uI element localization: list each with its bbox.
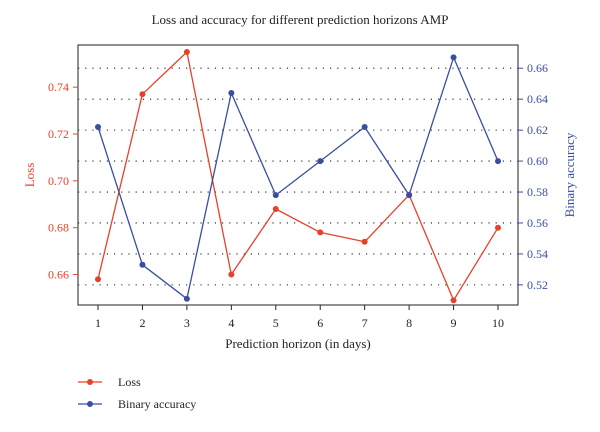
left-y-axis-label: Loss	[22, 163, 37, 188]
x-tick-label: 5	[273, 316, 279, 330]
x-axis-label: Prediction horizon (in days)	[225, 336, 371, 351]
data-point-loss	[183, 49, 190, 56]
left-y-axis: 0.66 0.68 0.70 0.72 0.74	[48, 80, 78, 282]
data-point-binary-accuracy	[450, 54, 457, 61]
x-tick-label: 1	[95, 316, 101, 330]
x-tick-label: 6	[317, 316, 323, 330]
data-point-binary-accuracy	[317, 158, 324, 165]
x-tick-label: 8	[406, 316, 412, 330]
legend-item-loss: Loss	[78, 375, 141, 389]
data-point-binary-accuracy	[183, 295, 190, 302]
left-y-tick-label: 0.74	[48, 80, 69, 94]
right-y-axis-label: Binary accuracy	[562, 132, 577, 217]
right-y-tick-label: 0.56	[527, 216, 548, 230]
left-y-tick-label: 0.72	[48, 127, 69, 141]
data-point-loss	[272, 205, 279, 212]
plot-frame	[77, 44, 519, 306]
right-y-tick-label: 0.62	[527, 123, 548, 137]
series-line-binary-accuracy	[97, 56, 499, 300]
x-tick-label: 4	[228, 316, 234, 330]
right-y-tick-label: 0.58	[527, 185, 548, 199]
x-axis: 1 2 3 4 5 6 7 8 9 10	[95, 305, 504, 330]
left-y-tick-label: 0.70	[48, 174, 69, 188]
data-point-loss	[95, 276, 101, 283]
right-y-tick-label: 0.52	[527, 278, 548, 292]
right-y-tick-label: 0.66	[527, 61, 548, 75]
x-tick-label: 2	[139, 316, 145, 330]
data-point-loss	[495, 224, 501, 231]
data-point-binary-accuracy	[272, 192, 279, 199]
data-point-binary-accuracy	[361, 124, 368, 131]
gridlines	[78, 67, 518, 286]
data-point-binary-accuracy	[95, 124, 101, 131]
left-y-tick-label: 0.66	[48, 268, 69, 282]
data-point-loss	[228, 271, 235, 278]
data-point-loss	[450, 297, 457, 304]
data-point-loss	[317, 229, 324, 236]
data-point-loss	[361, 238, 368, 245]
legend-loss-marker	[87, 379, 93, 385]
x-tick-label: 3	[184, 316, 190, 330]
data-point-binary-accuracy	[139, 261, 146, 268]
right-y-axis: 0.52 0.54 0.56 0.58 0.60 0.62 0.64 0.66	[518, 61, 548, 292]
chart-title: Loss and accuracy for different predicti…	[152, 12, 449, 27]
legend: Loss Binary accuracy	[78, 375, 196, 411]
x-tick-label: 7	[362, 316, 368, 330]
data-point-binary-accuracy	[406, 192, 413, 199]
legend-loss-label: Loss	[118, 375, 141, 389]
right-y-tick-label: 0.54	[527, 247, 548, 261]
data-point-loss	[139, 91, 146, 98]
data-point-binary-accuracy	[228, 89, 235, 96]
legend-item-binary-accuracy: Binary accuracy	[78, 397, 196, 411]
series-line-loss	[97, 51, 499, 301]
x-tick-label: 10	[492, 316, 504, 330]
data-point-binary-accuracy	[495, 158, 501, 165]
x-tick-label: 9	[451, 316, 457, 330]
legend-accuracy-marker	[87, 401, 93, 407]
right-y-tick-label: 0.64	[527, 92, 548, 106]
left-y-tick-label: 0.68	[48, 221, 69, 235]
right-y-tick-label: 0.60	[527, 154, 548, 168]
series-layer	[95, 49, 501, 304]
legend-accuracy-label: Binary accuracy	[118, 397, 196, 411]
